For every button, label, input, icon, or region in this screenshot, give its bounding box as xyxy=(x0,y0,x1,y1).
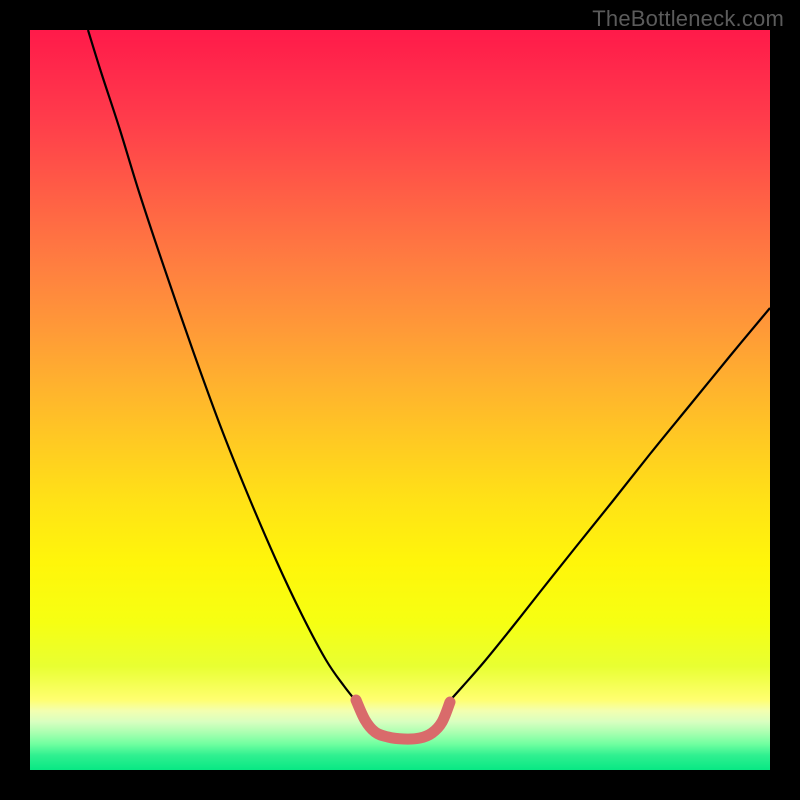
plot-area xyxy=(30,30,770,770)
watermark-text: TheBottleneck.com xyxy=(592,6,784,32)
bottleneck-curve-chart xyxy=(30,30,770,770)
chart-frame: TheBottleneck.com xyxy=(0,0,800,800)
gradient-background xyxy=(30,30,770,770)
